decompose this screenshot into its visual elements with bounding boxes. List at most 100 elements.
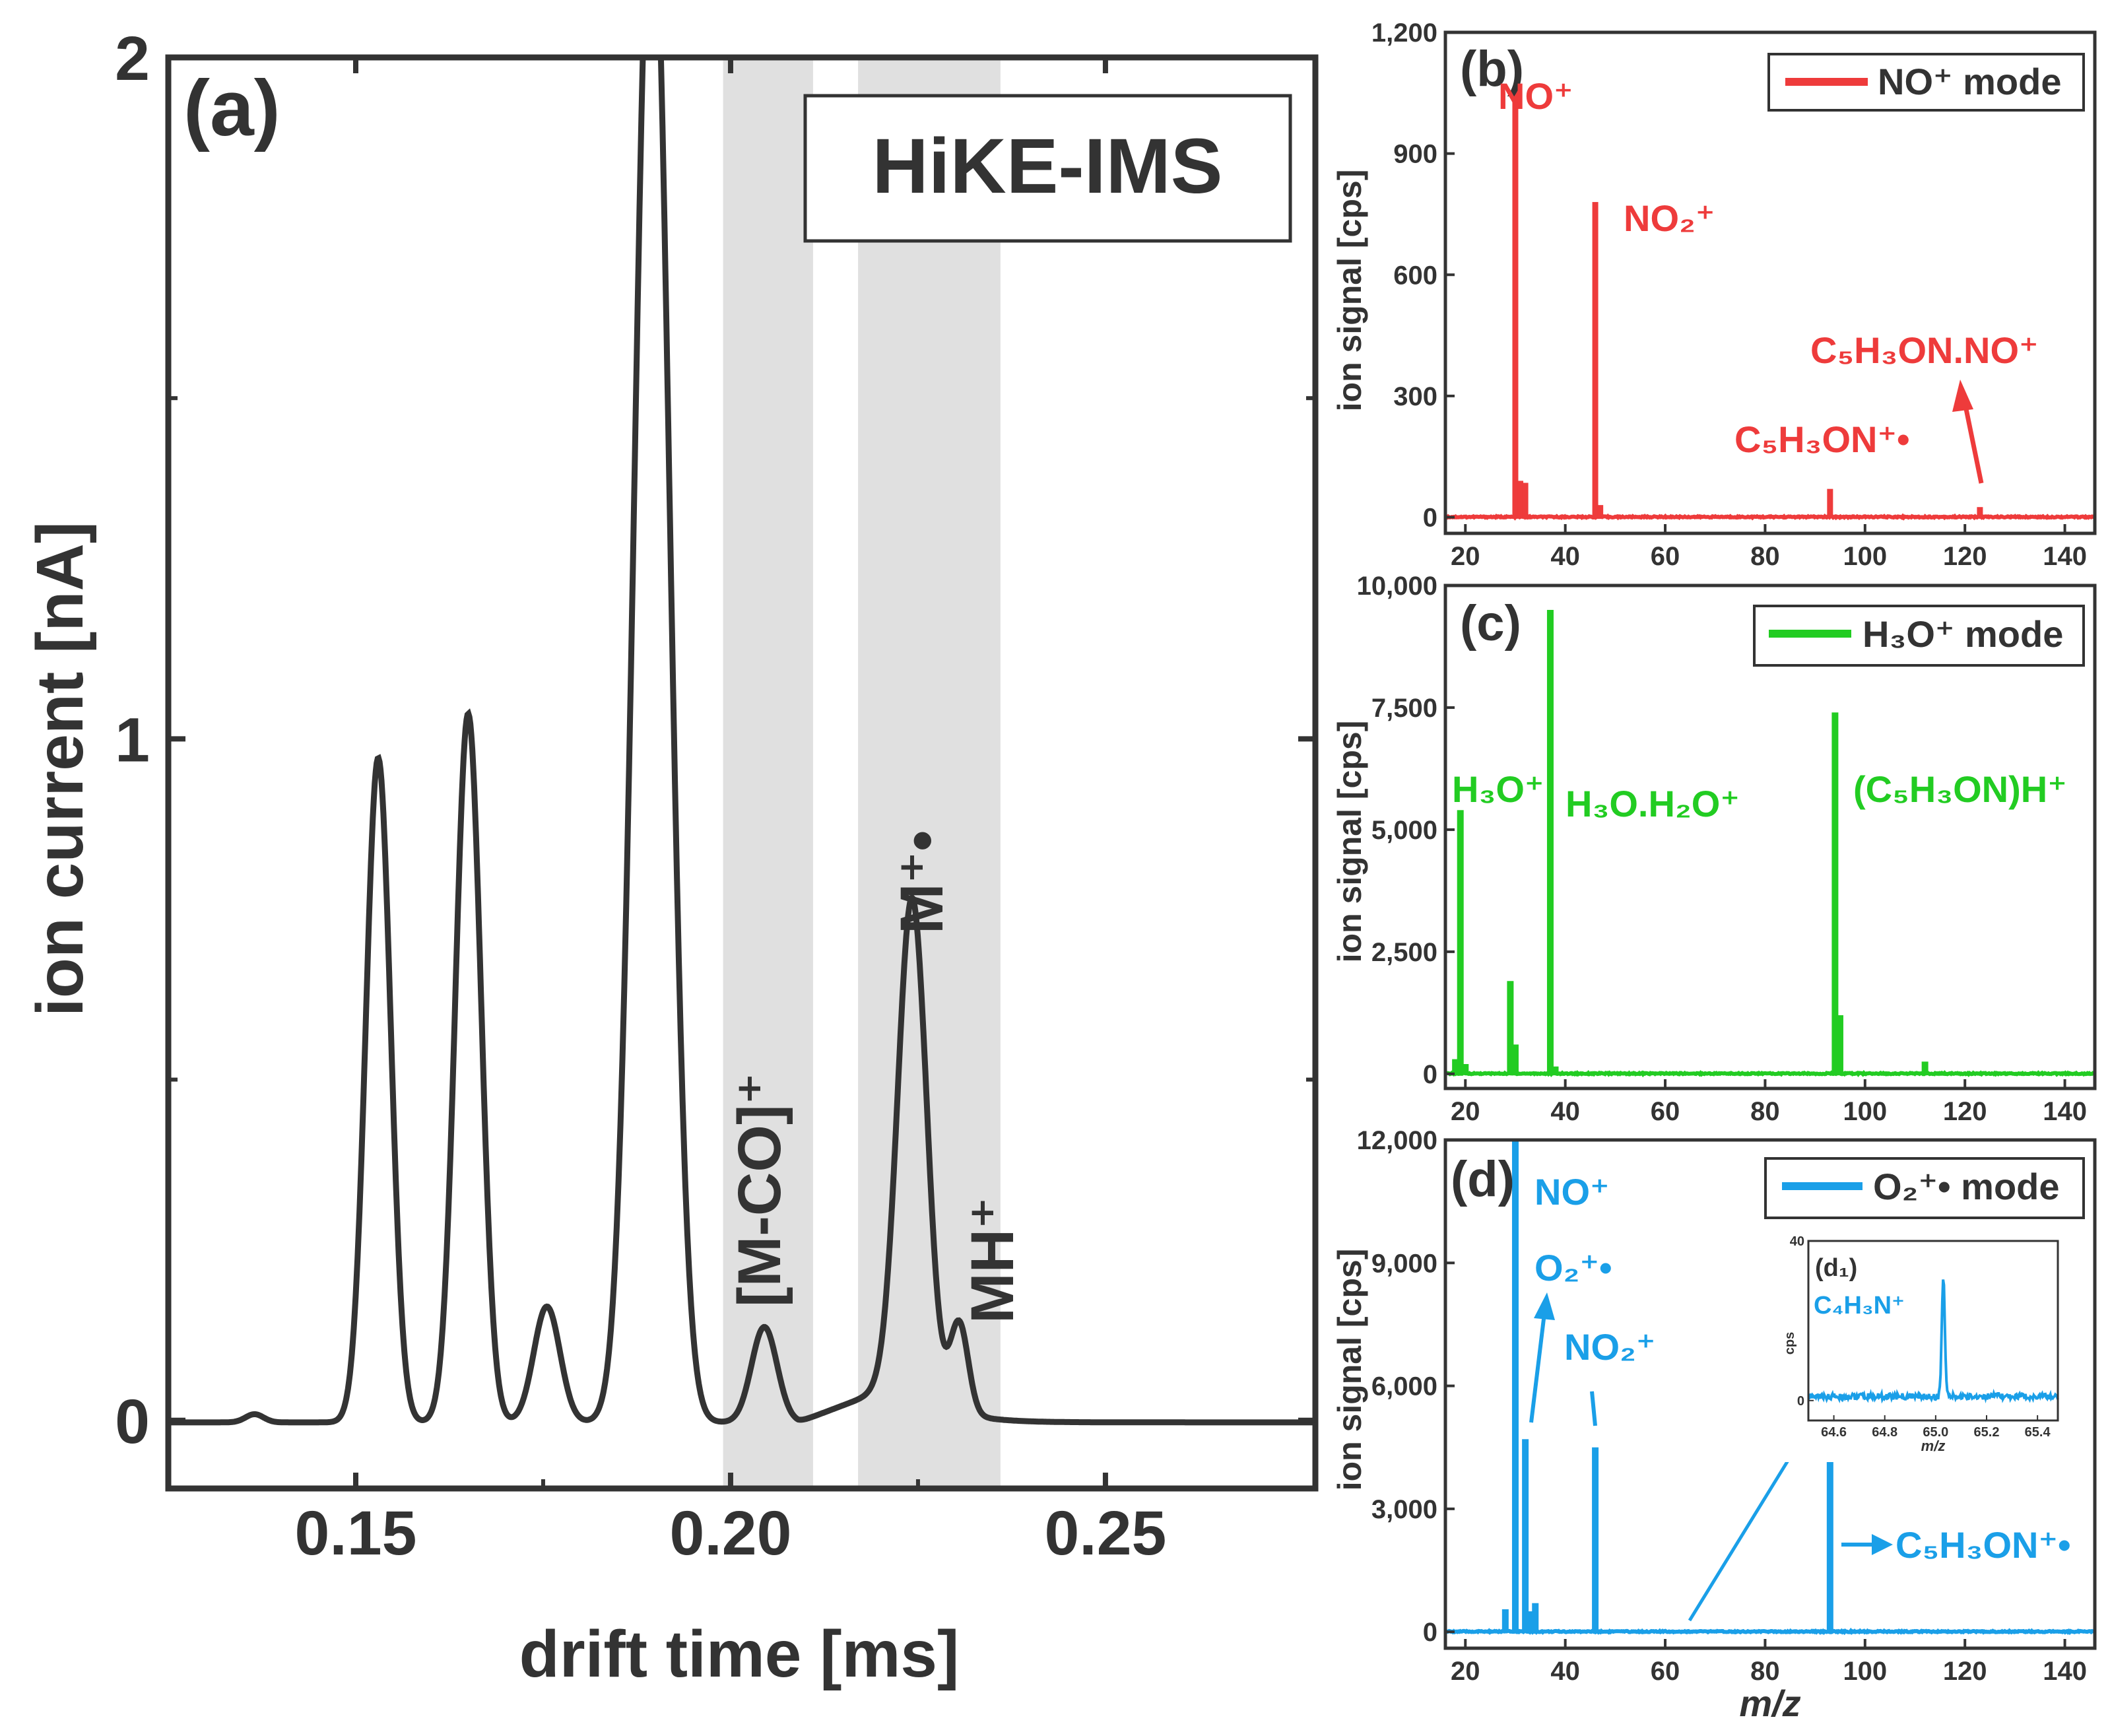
- inset-x-tick-label: 64.6: [1821, 1425, 1847, 1440]
- x-tick-label: 100: [1843, 542, 1887, 571]
- x-tick-label: 40: [1550, 1657, 1580, 1686]
- legend-c-text: H₃O⁺ mode: [1863, 613, 2063, 655]
- panel-c-label: (c): [1460, 595, 1521, 651]
- inset-x-tick-label: 65.4: [2025, 1425, 2051, 1440]
- x-tick-label: 40: [1550, 1097, 1580, 1126]
- peak-mz-46: [1592, 1447, 1599, 1632]
- panel-d-ylabel: ion signal [cps]: [1331, 1249, 1368, 1491]
- panel-c-ylabel: ion signal [cps]: [1331, 721, 1368, 963]
- inset-ylabel: cps: [1783, 1332, 1797, 1354]
- no-mode-spectrum: [1445, 88, 2095, 521]
- y-tick-label: 10,000: [1357, 572, 1437, 601]
- x-tick-label: 60: [1651, 542, 1680, 571]
- arrow-no2-d: [1590, 1391, 1597, 1426]
- shaded-region-0: [723, 57, 813, 1488]
- x-tick-label: 0.25: [1044, 1498, 1166, 1568]
- panel-a-ticks: 0.15 0.20 0.25 0 1 2: [115, 24, 1315, 1568]
- baseline: [1445, 1070, 2095, 1078]
- panel-b-label: (b): [1460, 41, 1524, 97]
- y-tick-label: 9,000: [1371, 1249, 1437, 1278]
- panel-c-h3o-mode: 20 40 60 80 100 120 14002,5005,0007,50010,000 …: [1331, 572, 2097, 1126]
- annotation-h3o: H₃O⁺: [1452, 768, 1544, 810]
- annotation-no2-d: NO₂⁺: [1564, 1326, 1655, 1368]
- annotation-c5h3on-h: (C₅H₃ON)H⁺: [1853, 768, 2067, 810]
- panel-a-title: HiKE-IMS: [873, 123, 1223, 210]
- peak-mz-19: [1457, 810, 1464, 1074]
- x-tick-label: 20: [1451, 542, 1480, 571]
- peak-mz-46: [1592, 202, 1599, 517]
- annotation-c5h3on-radical-d: C₅H₃ON⁺•: [1896, 1524, 2071, 1566]
- x-tick-label: 120: [1943, 542, 1987, 571]
- legend-d-text: O₂⁺• mode: [1873, 1166, 2060, 1207]
- peak-mz-30: [1511, 1044, 1519, 1074]
- y-tick-label: 12,000: [1357, 1126, 1437, 1155]
- peak-mz-47: [1597, 505, 1604, 517]
- peak-mz-123: [1977, 507, 1983, 517]
- arrow-o2: [1529, 1313, 1546, 1423]
- peak-mz-94: [1831, 712, 1839, 1074]
- inset-label: (d₁): [1815, 1254, 1857, 1282]
- x-tick-label: 40: [1550, 542, 1580, 571]
- peak-mz-112: [1921, 1061, 1929, 1074]
- inset-x-tick-label: 65.0: [1923, 1425, 1948, 1440]
- panel-a-ims-spectrum: 0.15 0.20 0.25 0 1 2 (a) HiKE-IMS ion current…: [23, 24, 1319, 1691]
- inset-y-tick-label: 40: [1790, 1234, 1804, 1249]
- peak-mz-32: [1522, 1439, 1529, 1632]
- ims-trace-line: [168, 57, 1315, 1426]
- panel-d-xlabel: m/z: [1739, 1683, 1800, 1724]
- peak-mz-32: [1522, 483, 1529, 517]
- inset-xlabel: m/z: [1921, 1438, 1946, 1454]
- y-tick-label: 600: [1393, 261, 1437, 290]
- panel-b-ticks: 20 40 60 80 100 120 140 0 300 600 900 1,200: [1371, 18, 2087, 571]
- annotation-c5h3on-radical: C₅H₃ON⁺•: [1734, 418, 1910, 460]
- annotation-o2-radical: O₂⁺•: [1534, 1247, 1612, 1288]
- panel-b-frame: [1443, 30, 2097, 535]
- panel-c-frame: [1443, 584, 2097, 1090]
- arrow-head-c5h3on-no: [1952, 380, 1973, 412]
- inset-ticks: 64.6 64.8 65.0 65.2 65.4 0 40: [1790, 1234, 2051, 1440]
- panel-a-ylabel: ion current [nA]: [23, 521, 97, 1017]
- annotation-mh: MH⁺: [959, 1197, 1026, 1323]
- peak-mz-30: [1511, 1140, 1519, 1632]
- inset-x-tick-label: 64.8: [1872, 1425, 1897, 1440]
- ims-trace: [168, 57, 1315, 1426]
- inset-x-tick-label: 65.2: [1974, 1425, 2000, 1440]
- x-tick-label: 20: [1451, 1657, 1480, 1686]
- peak-mz-30: [1512, 88, 1519, 517]
- y-tick-label: 5,000: [1371, 816, 1437, 845]
- peak-mz-33: [1527, 1611, 1534, 1632]
- shaded-regions: [723, 57, 1001, 1488]
- panel-c-ticks: 20 40 60 80 100 120 140 0 2,500 5,000 7,500 10,000: [1357, 572, 2087, 1126]
- x-tick-label: 100: [1843, 1097, 1887, 1126]
- baseline: [1445, 513, 2095, 521]
- y-tick-label: 6,000: [1371, 1372, 1437, 1401]
- annotation-no: NO⁺: [1498, 75, 1573, 117]
- x-tick-label: 80: [1750, 1097, 1780, 1126]
- x-tick-label: 80: [1750, 542, 1780, 571]
- inset-frame: [1807, 1240, 2059, 1422]
- panel-a-label: (a): [183, 64, 280, 152]
- peak-mz-28: [1501, 1609, 1509, 1632]
- inset-background: [1765, 1232, 2068, 1462]
- y-tick-label: 1: [115, 705, 150, 775]
- x-tick-label: 60: [1651, 1657, 1680, 1686]
- annotation-no2: NO₂⁺: [1624, 197, 1715, 239]
- x-tick-label: 120: [1943, 1657, 1987, 1686]
- peak-mz-38: [1552, 1066, 1559, 1074]
- x-tick-label: 100: [1843, 1657, 1887, 1686]
- o2-mode-spectrum: [1445, 1140, 2095, 1636]
- panel-a-xlabel: drift time [ms]: [519, 1617, 960, 1691]
- y-tick-label: 0: [115, 1387, 150, 1457]
- y-tick-label: 0: [1423, 1618, 1437, 1647]
- panel-d-o2-mode: 20 40 60 80 100 120 14003,0006,0009,00012,000 …: [1331, 1126, 2097, 1724]
- x-tick-label: 140: [2043, 542, 2087, 571]
- annotation-m-co: [M-CO]⁺: [726, 1073, 793, 1307]
- baseline: [1445, 1627, 2095, 1636]
- peak-mz-93: [1827, 488, 1833, 517]
- peak-mz-34: [1532, 1603, 1539, 1632]
- annotation-h3o-h2o: H₃O.H₂O⁺: [1566, 783, 1740, 824]
- arrow-c5h3on-no: [1961, 395, 1984, 484]
- inset-trace: [1807, 1279, 2059, 1404]
- y-tick-label: 0: [1423, 504, 1437, 533]
- legend-b-text: NO⁺ mode: [1878, 61, 2061, 102]
